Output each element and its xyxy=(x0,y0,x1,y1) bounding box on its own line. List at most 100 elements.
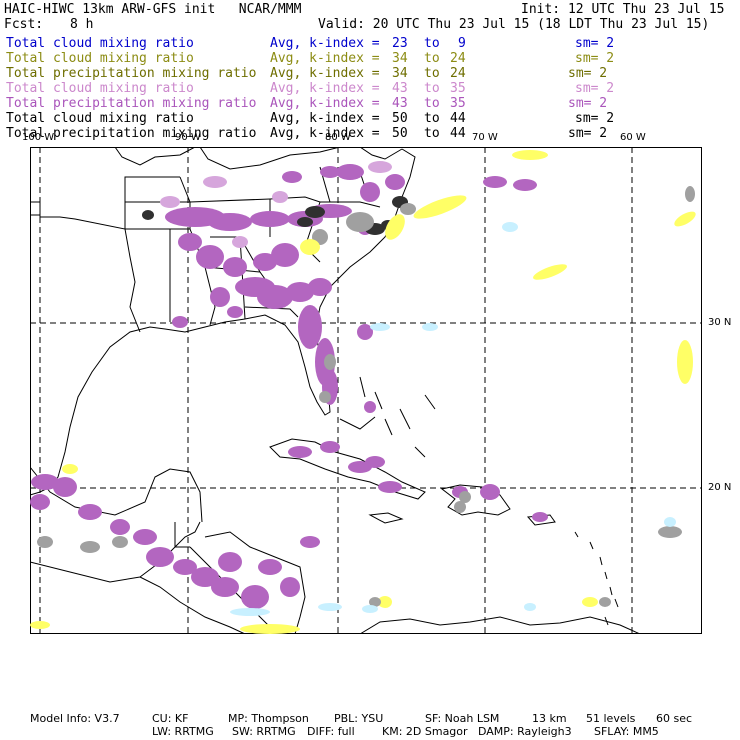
precip-blob xyxy=(250,211,290,227)
gray-cloud-blob xyxy=(80,541,100,553)
precip-blob xyxy=(146,547,174,567)
yellow-cloud-blob xyxy=(30,621,50,629)
field-2-k2: 24 xyxy=(450,66,466,81)
field-5-name: Total cloud mixing ratio xyxy=(6,111,194,126)
field-0-k2: 9 xyxy=(458,36,466,51)
precip-blob xyxy=(286,282,314,302)
precip-blob xyxy=(280,577,300,597)
lon-label-90w: 90 W xyxy=(175,132,201,143)
surface-scheme: SF: Noah LSM xyxy=(425,712,500,725)
field-2-to: to xyxy=(424,66,440,81)
lightblue-cloud-blob xyxy=(362,605,378,613)
precip-blob xyxy=(258,559,282,575)
init-time: Init: 12 UTC Thu 23 Jul 15 xyxy=(521,2,725,17)
field-4-to: to xyxy=(424,96,440,111)
gray-cloud-blob xyxy=(37,536,53,548)
field-5-sm: sm= 2 xyxy=(575,111,615,126)
field-0-sm: sm= 2 xyxy=(575,36,615,51)
yellow-cloud-blob xyxy=(532,264,568,280)
time-step: 60 sec xyxy=(656,712,693,725)
gray-cloud-blob xyxy=(112,536,128,548)
damping-option: DAMP: Rayleigh3 xyxy=(478,725,572,738)
field-2-k1: 34 xyxy=(392,66,408,81)
precip-blob xyxy=(196,245,224,269)
field-5-k1: 50 xyxy=(392,111,408,126)
field-0-to: to xyxy=(424,36,440,51)
yellow-cloud-blob xyxy=(385,214,405,240)
lon-label-60w: 60 W xyxy=(620,132,646,143)
field-3-k1: 43 xyxy=(392,81,408,96)
yellow-cloud-blob xyxy=(413,195,467,219)
precip-blob xyxy=(241,585,269,609)
precip-blob xyxy=(385,174,405,190)
coastlines xyxy=(30,147,641,634)
precip-blob xyxy=(336,164,364,180)
gray-cloud-blob xyxy=(685,186,695,202)
precip-blob xyxy=(480,484,500,500)
cloud-blob xyxy=(368,161,392,173)
precip-blob xyxy=(133,529,157,545)
lon-label-70w: 70 W xyxy=(472,132,498,143)
yellow-cloud-blob xyxy=(378,596,392,608)
field-1-sm: sm= 2 xyxy=(575,51,615,66)
precip-blob xyxy=(31,474,59,490)
yellow-cloud-blob xyxy=(300,239,320,255)
valid-time: Valid: 20 UTC Thu 23 Jul 15 (18 LDT Thu … xyxy=(318,17,710,32)
field-1-k1: 34 xyxy=(392,51,408,66)
lightblue-cloud-blob xyxy=(370,323,390,331)
precip-blob xyxy=(365,456,385,468)
precip-blob xyxy=(208,213,252,231)
field-1-avg: Avg, k-index = xyxy=(270,51,380,66)
yellow-cloud-blob xyxy=(240,624,300,634)
field-3-name: Total cloud mixing ratio xyxy=(6,81,194,96)
field-3-sm: sm= 2 xyxy=(575,81,615,96)
lat-label-30n: 30 N xyxy=(708,317,732,328)
gray-cloud-blob xyxy=(459,491,471,503)
gray-cloud-blob xyxy=(319,391,331,403)
field-5-to: to xyxy=(424,111,440,126)
lat-lon-grid xyxy=(30,147,702,634)
precip-blob xyxy=(320,441,340,453)
microphysics-scheme: MP: Thompson xyxy=(228,712,309,725)
precip-blob xyxy=(227,306,243,318)
heavy-precip-blob xyxy=(142,210,154,220)
precip-blob xyxy=(253,253,277,271)
gray-cloud-blob xyxy=(324,354,336,370)
precip-blob xyxy=(483,176,507,188)
field-4-avg: Avg, k-index = xyxy=(270,96,380,111)
model-version: Model Info: V3.7 xyxy=(30,712,120,725)
gray-cloud-blob xyxy=(400,203,416,215)
field-2-avg: Avg, k-index = xyxy=(270,66,380,81)
field-5-avg: Avg, k-index = xyxy=(270,111,380,126)
field-2-name: Total precipitation mixing ratio xyxy=(6,66,257,81)
precip-blob xyxy=(308,278,332,296)
field-2-sm: sm= 2 xyxy=(568,66,608,81)
cumulus-scheme: CU: KF xyxy=(152,712,189,725)
lightblue-cloud-blob xyxy=(664,517,676,527)
gray-cloud-blob xyxy=(454,501,466,513)
precip-blob xyxy=(110,519,130,535)
km-option: KM: 2D Smagor xyxy=(382,725,468,738)
precip-blob xyxy=(513,179,537,191)
surface-layer-option: SFLAY: MM5 xyxy=(594,725,659,738)
precip-blob xyxy=(223,257,247,277)
precip-blob xyxy=(218,552,242,572)
field-4-name: Total precipitation mixing ratio xyxy=(6,96,257,111)
lon-label-100w: 100 W xyxy=(22,132,55,143)
precip-blob xyxy=(378,481,402,493)
field-6-sm: sm= 2 xyxy=(568,126,608,141)
pbl-scheme: PBL: YSU xyxy=(334,712,384,725)
field-6-to: to xyxy=(424,126,440,141)
field-6-name: Total precipitation mixing ratio xyxy=(6,126,257,141)
field-0-k1: 23 xyxy=(392,36,408,51)
field-6-k2: 44 xyxy=(450,126,466,141)
heavy-precip-blob xyxy=(297,217,313,227)
precip-blob xyxy=(271,243,299,267)
gray-cloud-blob xyxy=(599,597,611,607)
precip-blob xyxy=(191,567,219,587)
mixing-ratio-field xyxy=(30,150,696,634)
field-1-k2: 24 xyxy=(450,51,466,66)
precip-blob xyxy=(532,512,548,522)
gray-cloud-blob xyxy=(369,597,381,607)
field-4-k2: 35 xyxy=(450,96,466,111)
